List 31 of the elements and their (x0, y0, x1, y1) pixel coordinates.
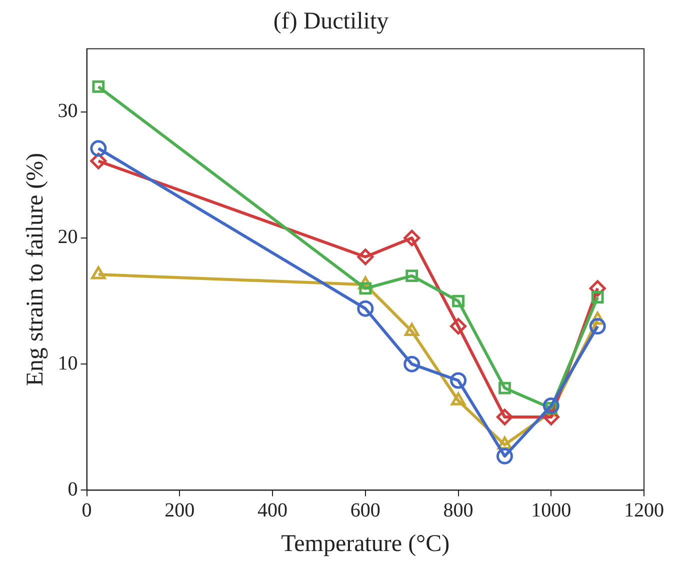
x-tick-label: 1000 (531, 499, 572, 522)
x-tick-label: 400 (258, 499, 288, 522)
x-tick-label: 600 (350, 499, 380, 522)
point (542, 397, 560, 414)
point (404, 230, 420, 246)
point (357, 248, 374, 266)
point (357, 300, 374, 317)
y-tick-label: 0 (68, 478, 78, 500)
y-tick-label: 10 (58, 352, 78, 374)
point (404, 356, 420, 372)
point (450, 318, 467, 334)
x-tick-label: 200 (164, 499, 195, 522)
x-axis-title: Temperature (°C) (281, 530, 450, 557)
point (90, 140, 107, 157)
point (591, 291, 604, 304)
point (92, 80, 105, 93)
point (450, 372, 467, 389)
point (496, 408, 513, 426)
point (498, 382, 511, 394)
point (406, 270, 418, 282)
x-tick-label: 800 (443, 499, 474, 522)
point (589, 318, 606, 334)
chart-title: (f) Ductility (273, 8, 389, 35)
x-tick-label: 1200 (624, 499, 664, 522)
y-axis-title: Eng strain to failure (%) (22, 152, 49, 386)
point (496, 448, 513, 464)
y-tick-label: 30 (58, 100, 78, 122)
y-tick-label: 20 (58, 226, 78, 248)
x-tick-label: 0 (82, 499, 92, 522)
point (452, 294, 464, 308)
point (404, 323, 420, 336)
